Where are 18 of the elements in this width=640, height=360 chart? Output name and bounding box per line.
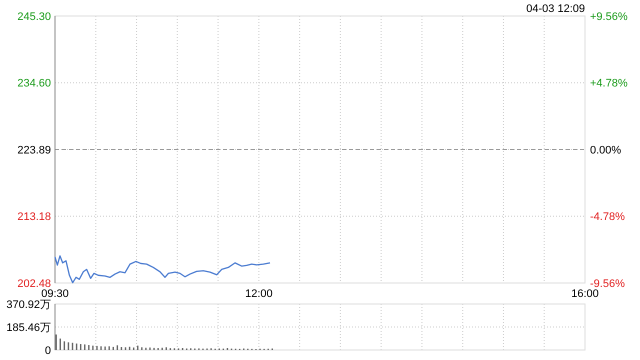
y2-tick-label: -4.78% bbox=[590, 211, 626, 224]
y-tick-label: 223.89 bbox=[17, 144, 51, 156]
x-tick-label: 09:30 bbox=[41, 288, 69, 300]
y-tick-label: 185.46万 bbox=[6, 322, 51, 334]
line-series bbox=[54, 255, 271, 284]
x-tick-label: 12:00 bbox=[245, 288, 273, 300]
y-tick-label: 234.60 bbox=[17, 78, 51, 90]
y2-tick-label: +9.56% bbox=[590, 10, 628, 23]
text: 04-03 12:09 bbox=[526, 3, 585, 15]
y2-tick-label: 0.00% bbox=[590, 144, 622, 156]
x-tick-label: 16:00 bbox=[571, 288, 599, 300]
y-tick-label: 202.48 bbox=[17, 278, 51, 290]
y-tick-label: 0 bbox=[44, 344, 51, 357]
y-tick-label: 370.92万 bbox=[6, 298, 51, 311]
y2-tick-label: +4.78% bbox=[590, 78, 628, 90]
y-tick-label: 213.18 bbox=[17, 211, 51, 224]
y2-tick-label: -9.56% bbox=[590, 278, 626, 290]
y-tick-label: 245.30 bbox=[17, 10, 51, 23]
